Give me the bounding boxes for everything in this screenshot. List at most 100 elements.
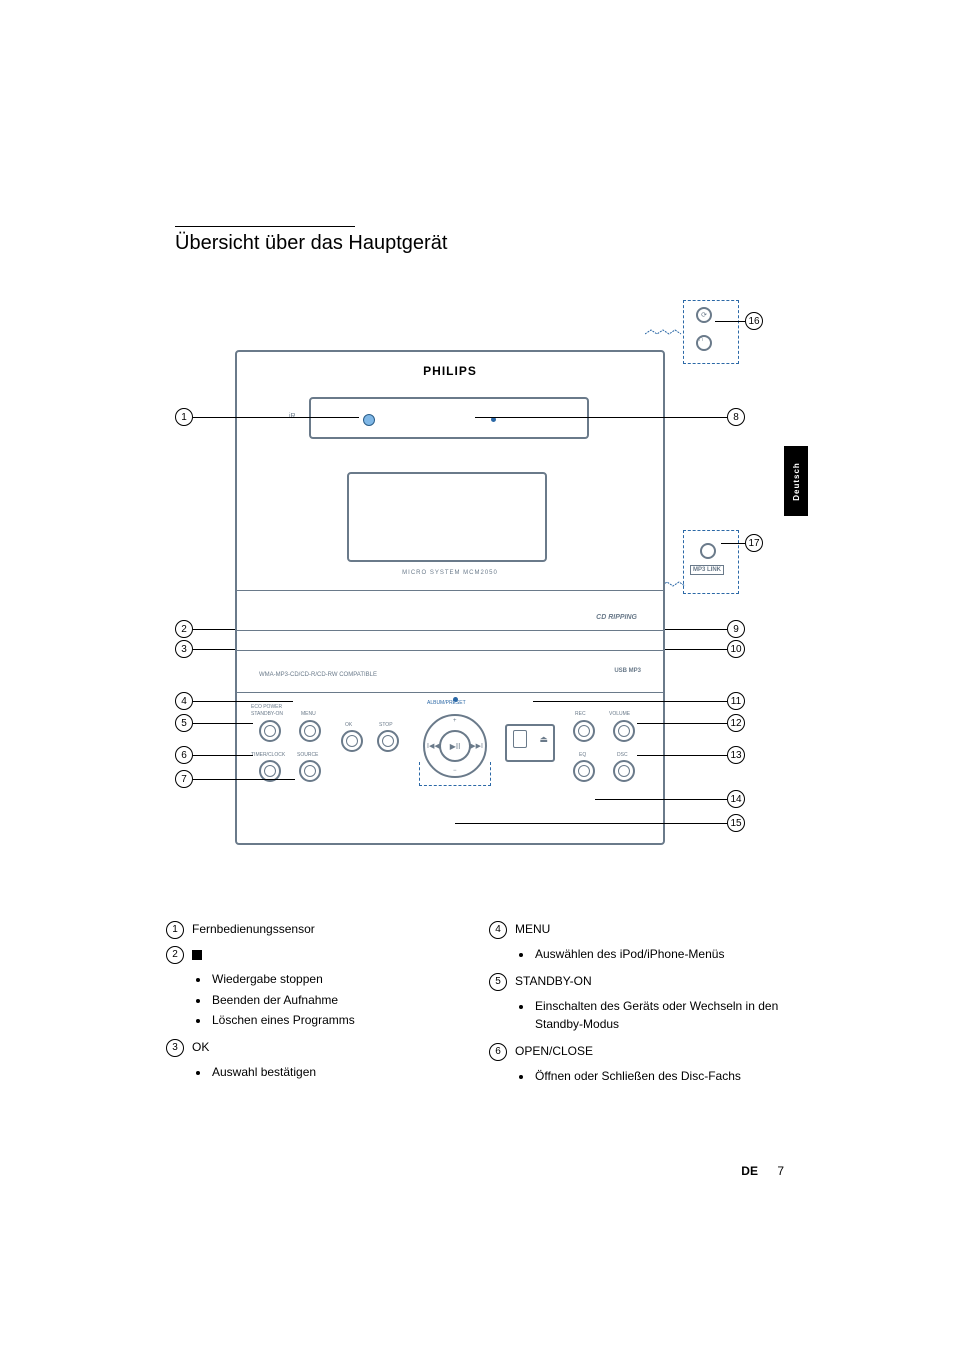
callout-line-13 [637, 755, 727, 756]
dock-icon: ⏏ [505, 724, 555, 762]
callout-13: 13 [727, 746, 745, 764]
mp3-link-port-icon [700, 543, 716, 559]
list-bullet-item: Auswählen des iPod/iPhone-Menüs [533, 945, 794, 964]
list-entry: 3 OK [166, 1038, 471, 1057]
callout-4: 4 [175, 692, 193, 710]
brand-label: PHILIPS [423, 364, 477, 378]
list-column-left: 1 Fernbedienungssensor 2 Wiedergabe stoppen… [166, 920, 471, 1093]
eq-label: EQ [579, 752, 586, 758]
footer-page-number: 7 [777, 1164, 784, 1178]
callout-12: 12 [727, 714, 745, 732]
dsc-button[interactable] [613, 760, 635, 782]
list-entry: 6OPEN/CLOSE [489, 1042, 794, 1061]
ir-display: iR [309, 397, 589, 439]
list-column-right: 4MENUAuswählen des iPod/iPhone-Menüs5STA… [489, 920, 794, 1093]
mp3-link-label: MP3 LINK [690, 565, 724, 575]
list-number: 1 [166, 921, 184, 939]
list-title: STANDBY-ON [515, 972, 592, 991]
callout-line-12 [637, 723, 727, 724]
list-title: OPEN/CLOSE [515, 1042, 593, 1061]
list-number: 4 [489, 921, 507, 939]
list-bullet-item: Beenden der Aufnahme [210, 991, 471, 1010]
aux-port-icon: ⟳ [696, 307, 712, 323]
footer-lang: DE [741, 1164, 758, 1178]
list-title: OK [192, 1038, 209, 1057]
callout-line-8 [475, 417, 727, 418]
callout-line-16 [715, 321, 745, 322]
timer-clock-label: TIMER/CLOCK [251, 752, 285, 758]
list-title: Fernbedienungssensor [192, 920, 315, 939]
micro-system-label: MICRO SYSTEM MCM2050 [402, 570, 498, 576]
list-bullets: Auswählen des iPod/iPhone-Menüs [533, 945, 794, 964]
eq-button[interactable] [573, 760, 595, 782]
callout-17: 17 [745, 534, 763, 552]
callout-1: 1 [175, 408, 193, 426]
callout-2: 2 [175, 620, 193, 638]
menu-label: MENU [301, 711, 316, 717]
divider-4 [237, 692, 663, 693]
cd-ripping-label: CD RIPPING [596, 614, 637, 621]
ok-button[interactable] [341, 730, 363, 752]
callout-line-9 [665, 629, 727, 630]
list-bullet-item: Einschalten des Geräts oder Wechseln in … [533, 997, 794, 1034]
stop-button[interactable] [377, 730, 399, 752]
list-entry: 1 Fernbedienungssensor [166, 920, 471, 939]
eco-power-label: ECO POWER [251, 704, 282, 710]
source-label: SOURCE [297, 752, 318, 758]
dsc-label: DSC [617, 752, 628, 758]
callout-14: 14 [727, 790, 745, 808]
device-diagram: ⟳ ∩ MP3 LINK PHILIPS iR MICRO SYSTEM MCM… [175, 300, 745, 900]
page: Übersicht über das Hauptgerät Deutsch ⟳ … [0, 0, 954, 1350]
list-entry: 5 STANDBY-ON [489, 972, 794, 991]
callout-line-15 [455, 823, 727, 824]
list-bullets: Öffnen oder Schließen des Disc-Fachs [533, 1067, 794, 1086]
callout-11: 11 [727, 692, 745, 710]
callout-line-2 [193, 629, 235, 630]
volume-button[interactable] [613, 720, 635, 742]
list-number: 3 [166, 1039, 184, 1057]
list-number: 5 [489, 973, 507, 991]
headphone-icon: ∩ [698, 334, 704, 343]
callout-10: 10 [727, 640, 745, 658]
callout-9: 9 [727, 620, 745, 638]
divider-1 [237, 590, 663, 591]
standby-label: STANDBY-ON [251, 711, 283, 717]
callout-line-3 [193, 649, 235, 650]
callout-line-5 [193, 723, 253, 724]
callout-line-17 [721, 543, 745, 544]
list-bullet-item: Auswahl bestätigen [210, 1063, 471, 1082]
next-label: ▶▶I [470, 742, 483, 750]
language-tab: Deutsch [784, 446, 808, 516]
cd-tray [347, 472, 547, 562]
control-panel: ECO POWER STANDBY-ON MENU TIMER/CLOCK SO… [237, 694, 663, 843]
list-bullet-item: Löschen eines Programms [210, 1011, 471, 1030]
volume-label: VOLUME [609, 711, 630, 717]
list-bullet-item: Wiedergabe stoppen [210, 970, 471, 989]
callout-5: 5 [175, 714, 193, 732]
standby-button[interactable] [259, 720, 281, 742]
ir-sensor-icon [363, 414, 375, 426]
blue-indicator-dot [453, 697, 458, 702]
divider-2 [237, 630, 663, 631]
page-title: Übersicht über das Hauptgerät [175, 230, 447, 256]
callout-16: 16 [745, 312, 763, 330]
dial-highlight [419, 762, 491, 786]
callout-line-4 [193, 701, 293, 702]
list-bullets: Wiedergabe stoppen Beenden der AufnahmeLö… [210, 970, 471, 1030]
menu-button[interactable] [299, 720, 321, 742]
zigzag-connector [645, 320, 685, 338]
callout-line-11 [533, 701, 727, 702]
rec-button[interactable] [573, 720, 595, 742]
callout-line-10 [665, 649, 727, 650]
list-entry: 2 [166, 945, 471, 964]
callout-line-6 [193, 755, 253, 756]
callout-3: 3 [175, 640, 193, 658]
heading-rule [175, 226, 355, 227]
rec-label: REC [575, 711, 586, 717]
source-button[interactable] [299, 760, 321, 782]
play-pause-button[interactable]: ▶II [439, 730, 471, 762]
list-bullets: Auswahl bestätigen [210, 1063, 471, 1082]
stop-square-icon [192, 950, 202, 960]
callout-line-1 [193, 417, 359, 418]
callout-8: 8 [727, 408, 745, 426]
